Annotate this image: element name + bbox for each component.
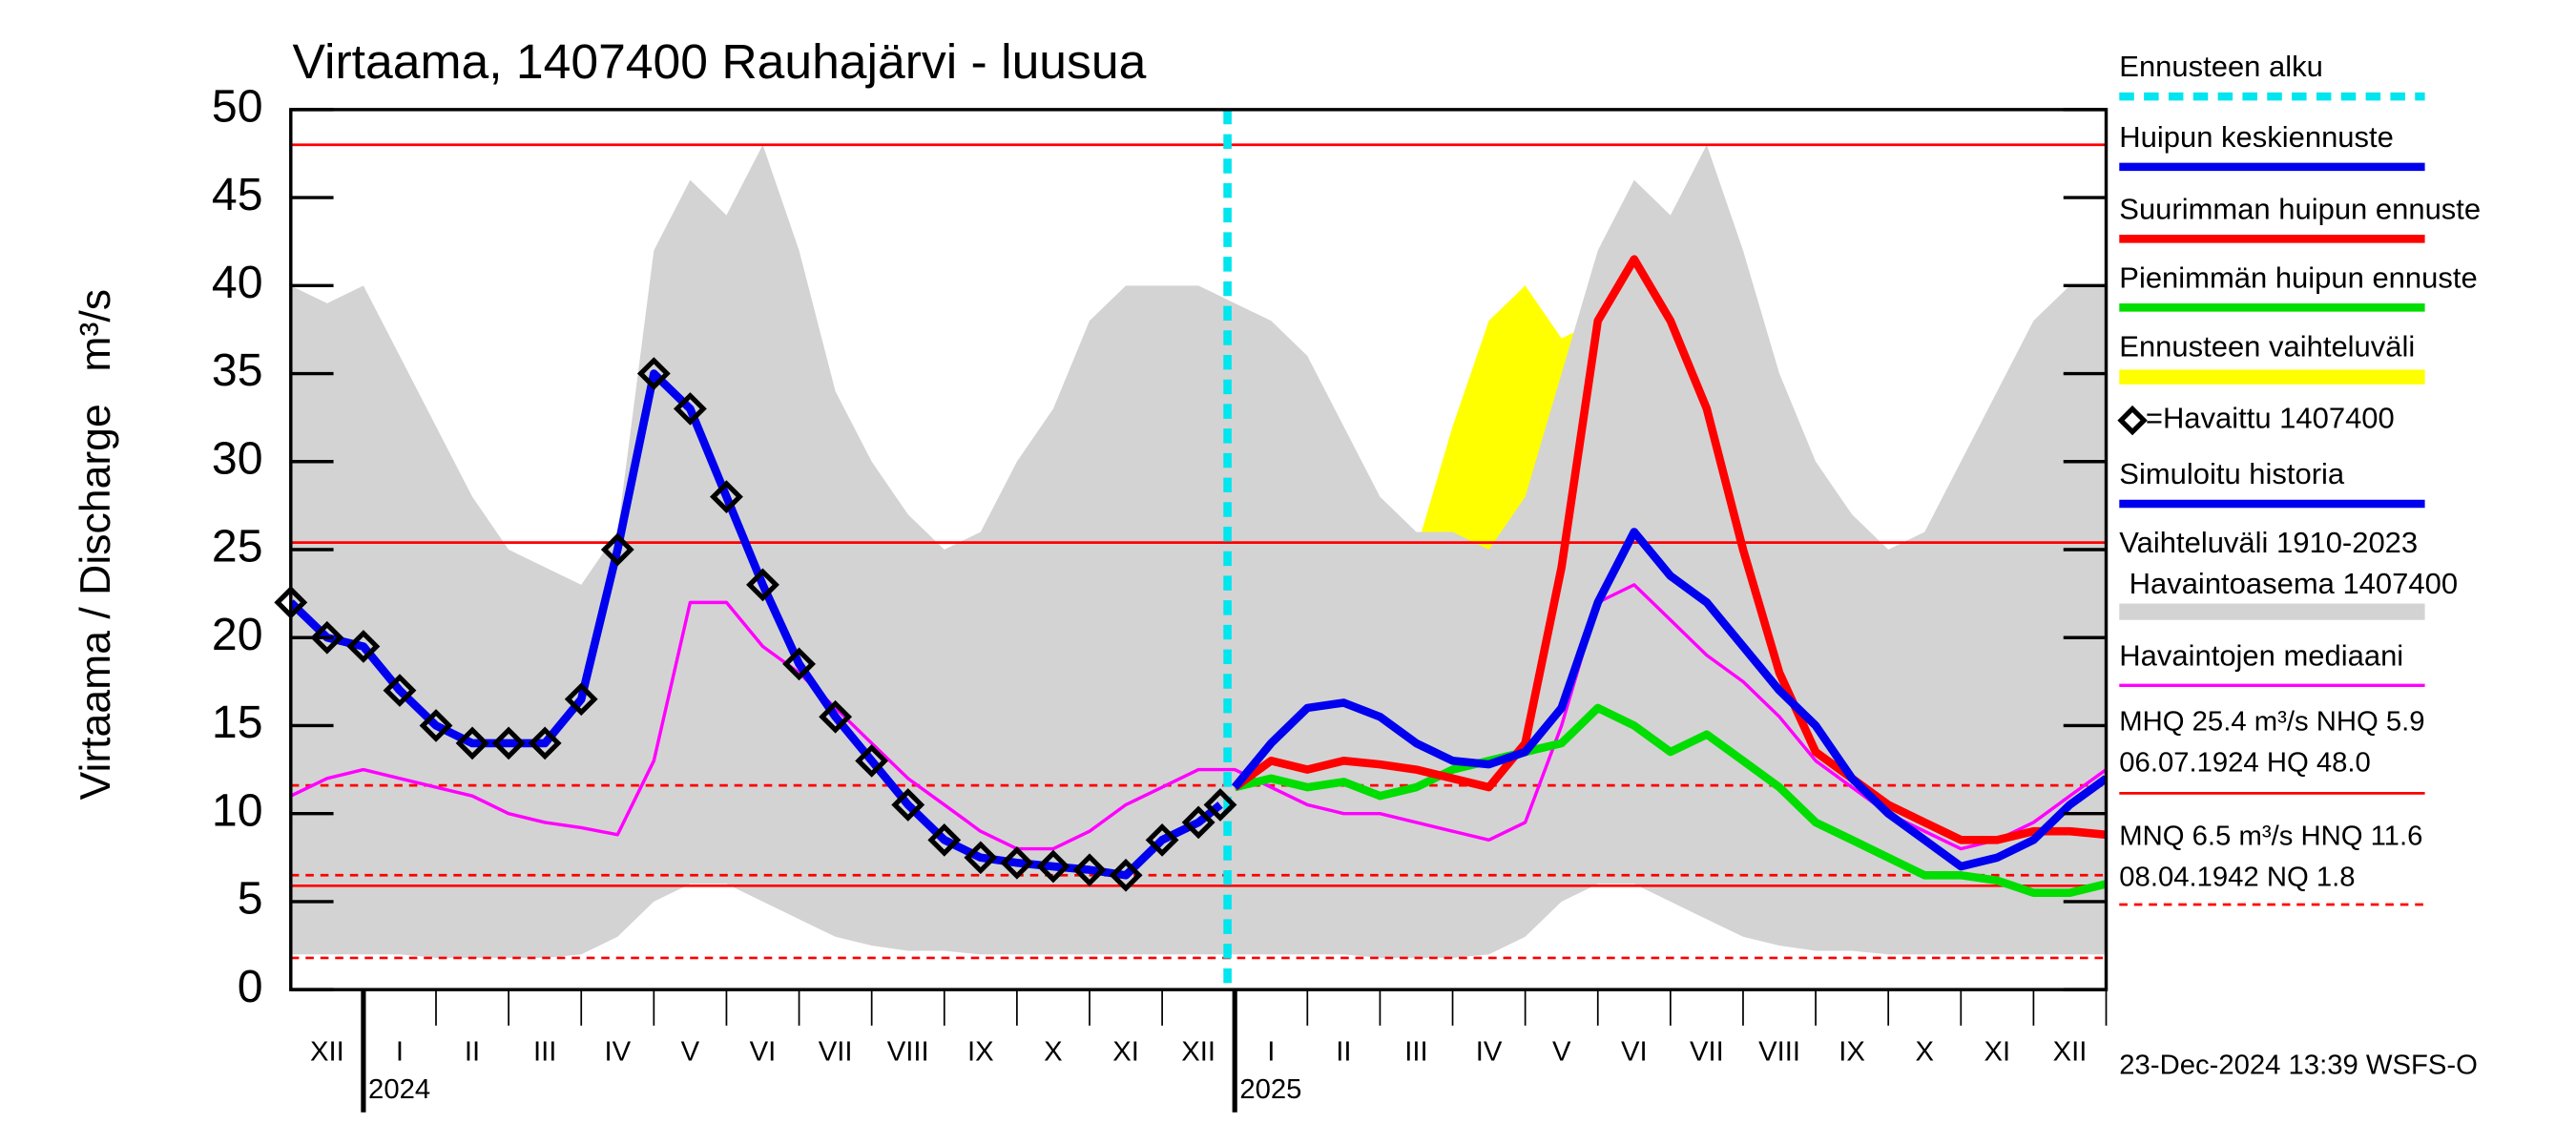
legend-label: =Havaittu 1407400 [2146, 402, 2395, 435]
month-label: I [396, 1037, 404, 1068]
y-tick-label: 0 [238, 961, 263, 1012]
month-label: I [1267, 1037, 1275, 1068]
series-line [1234, 703, 2107, 897]
observed-point [964, 841, 998, 875]
observed-point [782, 647, 816, 681]
month-label: IV [604, 1037, 631, 1068]
y-tick-label: 25 [212, 521, 263, 572]
month-label: V [1552, 1037, 1571, 1068]
observed-point [927, 823, 962, 857]
legend-label: Havaintoasema 1407400 [2129, 567, 2458, 600]
legend-label: Vaihteluväli 1910-2023 [2119, 526, 2418, 559]
observed-point [1036, 849, 1070, 884]
observed-point [600, 532, 634, 567]
observed-point [383, 674, 417, 707]
legend-swatch [2119, 369, 2425, 385]
month-label: III [533, 1037, 556, 1068]
footer: 23-Dec-2024 13:39 WSFS-O [2119, 1050, 2478, 1080]
y-tick-label: 45 [212, 169, 263, 220]
observed-point [564, 682, 598, 717]
observed-point [891, 788, 925, 822]
observed-point [819, 699, 853, 734]
month-label: II [465, 1037, 480, 1068]
observed-point [636, 357, 671, 390]
observed-point [346, 630, 381, 663]
series-line [1231, 528, 2107, 871]
y-axis-unit: m³/s [73, 289, 119, 372]
y-tick-label: 50 [212, 81, 263, 133]
observed-point [310, 620, 344, 655]
month-label: II [1336, 1037, 1351, 1068]
y-tick-label: 40 [212, 257, 263, 308]
y-axis-label: Virtaama / Discharge [73, 404, 119, 800]
year-label: 2025 [1239, 1074, 1301, 1105]
month-label: VI [1621, 1037, 1648, 1068]
month-label: VIII [1758, 1037, 1800, 1068]
observed-point [1181, 805, 1215, 840]
month-label: VI [750, 1037, 777, 1068]
month-label: X [1044, 1037, 1063, 1068]
observed-point [1203, 788, 1237, 822]
month-label: VII [819, 1037, 853, 1068]
month-label: XII [310, 1037, 344, 1068]
legend-label: Huipun keskiennuste [2119, 120, 2394, 154]
y-tick-label: 5 [238, 873, 263, 925]
legend-label: Havaintojen mediaani [2119, 638, 2403, 672]
y-tick-label: 30 [212, 433, 263, 485]
legend-label: Simuloitu historia [2119, 457, 2345, 490]
observed-point [1072, 853, 1107, 887]
legend-label: Suurimman huipun ennuste [2119, 192, 2481, 225]
observed-point [491, 726, 526, 760]
observed-point [528, 726, 562, 760]
month-label: XI [1112, 1037, 1139, 1068]
legend-marker [2117, 405, 2148, 436]
y-tick-label: 35 [212, 344, 263, 396]
series-line [1232, 255, 2107, 844]
month-label: IX [1839, 1037, 1865, 1068]
observed-point [673, 392, 707, 426]
month-label: XII [1181, 1037, 1215, 1068]
stats-text: 08.04.1942 NQ 1.8 [2119, 862, 2355, 892]
legend-label: Pienimmän huipun ennuste [2119, 260, 2477, 294]
observed-point [1109, 858, 1143, 892]
observed-point [746, 568, 779, 602]
y-tick-label: 10 [212, 784, 263, 836]
stats-text: 06.07.1924 HQ 48.0 [2119, 747, 2370, 778]
observed-point [1145, 823, 1179, 857]
legend-swatch [2119, 603, 2425, 620]
series-line [290, 583, 2107, 851]
stats-text: MHQ 25.4 m³/s NHQ 5.9 [2119, 706, 2424, 737]
month-label: VII [1690, 1037, 1724, 1068]
year-label: 2024 [368, 1074, 430, 1105]
month-label: III [1404, 1037, 1427, 1068]
month-label: VIII [887, 1037, 929, 1068]
month-label: X [1915, 1037, 1934, 1068]
month-label: IV [1476, 1037, 1503, 1068]
observed-point [710, 480, 743, 514]
observed-point [455, 726, 489, 760]
chart-title: Virtaama, 1407400 Rauhajärvi - luusua [293, 33, 1147, 89]
y-tick-label: 20 [212, 609, 263, 660]
observed-point [1000, 845, 1034, 880]
month-label: V [681, 1037, 700, 1068]
legend-label: Ennusteen vaihteluväli [2119, 329, 2415, 363]
observed-point [419, 709, 453, 742]
month-label: XII [2053, 1037, 2088, 1068]
observed-point [855, 743, 889, 778]
band-area [290, 144, 2107, 958]
month-label: IX [967, 1037, 994, 1068]
month-label: XI [1984, 1037, 2011, 1068]
stats-text: MNQ 6.5 m³/s HNQ 11.6 [2119, 821, 2422, 851]
y-tick-label: 15 [212, 697, 263, 748]
legend-label: Ennusteen alku [2119, 50, 2323, 83]
